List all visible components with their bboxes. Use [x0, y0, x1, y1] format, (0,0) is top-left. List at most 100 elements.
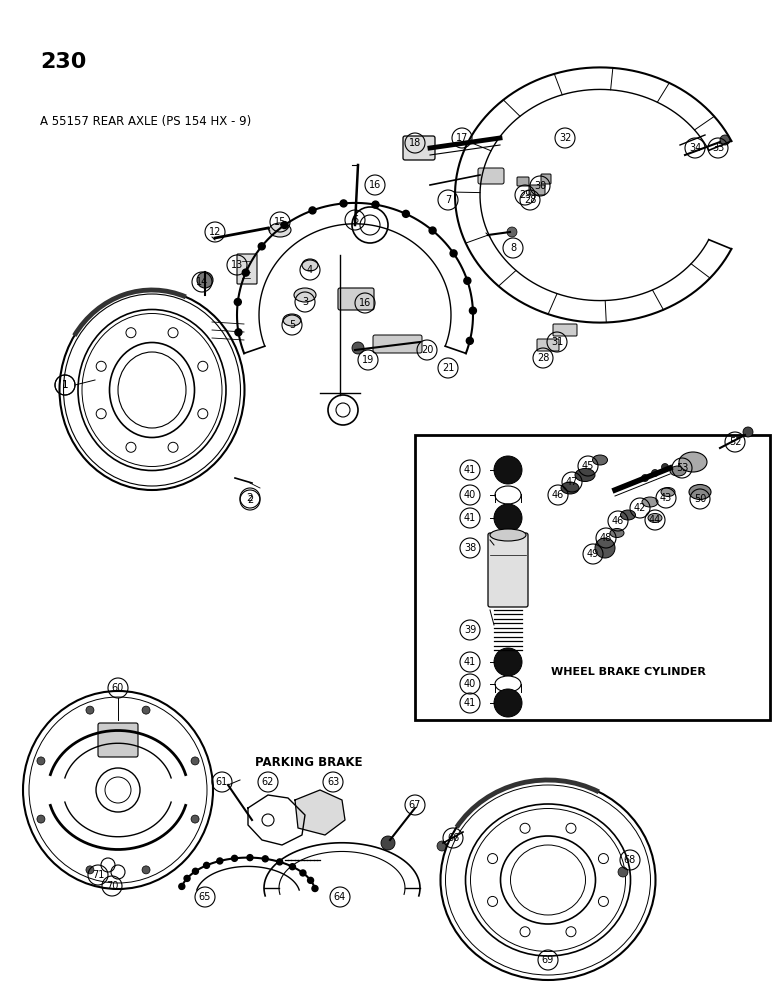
Ellipse shape — [495, 486, 521, 504]
Circle shape — [494, 648, 522, 676]
Circle shape — [247, 855, 253, 861]
Text: 71: 71 — [92, 870, 105, 880]
Text: 29: 29 — [519, 190, 531, 200]
Text: 53: 53 — [675, 463, 688, 473]
FancyBboxPatch shape — [338, 288, 374, 310]
Ellipse shape — [302, 259, 318, 271]
Text: 60: 60 — [112, 683, 124, 693]
Circle shape — [142, 866, 150, 874]
Circle shape — [258, 243, 265, 250]
Ellipse shape — [575, 468, 595, 482]
Circle shape — [217, 858, 223, 864]
Text: 68: 68 — [624, 855, 636, 865]
Circle shape — [494, 504, 522, 532]
Text: WHEEL BRAKE CYLINDER: WHEEL BRAKE CYLINDER — [551, 667, 705, 677]
Text: 70: 70 — [106, 881, 119, 891]
Circle shape — [595, 538, 615, 558]
Ellipse shape — [648, 514, 662, 522]
FancyBboxPatch shape — [98, 723, 138, 757]
Text: 5: 5 — [289, 320, 295, 330]
Text: 1: 1 — [62, 380, 69, 390]
FancyBboxPatch shape — [553, 324, 577, 336]
Text: PARKING BRAKE: PARKING BRAKE — [255, 756, 363, 768]
Circle shape — [352, 342, 364, 354]
Text: 31: 31 — [551, 337, 563, 347]
Text: 32: 32 — [558, 133, 571, 143]
Text: 69: 69 — [542, 955, 554, 965]
Text: 62: 62 — [262, 777, 275, 787]
Circle shape — [184, 875, 190, 881]
Text: 45: 45 — [582, 461, 594, 471]
Circle shape — [232, 855, 238, 861]
Text: 16: 16 — [359, 298, 371, 308]
Circle shape — [191, 757, 199, 765]
Circle shape — [340, 200, 347, 207]
Text: 64: 64 — [334, 892, 346, 902]
Ellipse shape — [689, 485, 711, 499]
Polygon shape — [295, 790, 345, 835]
Text: 14: 14 — [196, 277, 208, 287]
Circle shape — [277, 859, 282, 865]
Ellipse shape — [679, 452, 707, 472]
Text: 46: 46 — [552, 490, 564, 500]
Text: 49: 49 — [587, 549, 599, 559]
Ellipse shape — [621, 510, 636, 520]
Ellipse shape — [610, 528, 624, 538]
Circle shape — [235, 329, 242, 336]
Text: 41: 41 — [464, 698, 476, 708]
Circle shape — [262, 856, 268, 862]
Circle shape — [234, 298, 241, 305]
Text: 67: 67 — [409, 800, 421, 810]
Circle shape — [743, 427, 753, 437]
Text: 230: 230 — [40, 52, 87, 72]
FancyBboxPatch shape — [237, 254, 257, 284]
Text: 50: 50 — [694, 494, 706, 504]
Text: 19: 19 — [362, 355, 374, 365]
Circle shape — [309, 207, 316, 214]
Text: 4: 4 — [307, 265, 313, 275]
Text: 2: 2 — [247, 495, 254, 505]
Ellipse shape — [670, 466, 686, 476]
Circle shape — [402, 210, 410, 217]
FancyBboxPatch shape — [537, 339, 559, 351]
Text: 6: 6 — [352, 215, 358, 225]
FancyBboxPatch shape — [529, 185, 545, 195]
Text: 41: 41 — [464, 465, 476, 475]
Text: 40: 40 — [464, 679, 476, 689]
Text: 12: 12 — [209, 227, 222, 237]
Text: 15: 15 — [274, 217, 286, 227]
Text: 52: 52 — [729, 437, 741, 447]
Text: 41: 41 — [464, 513, 476, 523]
Text: 7: 7 — [445, 195, 451, 205]
Circle shape — [312, 886, 318, 892]
Text: 41: 41 — [464, 657, 476, 667]
Circle shape — [372, 201, 379, 208]
Ellipse shape — [561, 482, 579, 494]
Text: 3: 3 — [302, 297, 308, 307]
Circle shape — [289, 864, 296, 870]
Circle shape — [179, 883, 185, 889]
Text: 65: 65 — [199, 892, 211, 902]
Circle shape — [204, 862, 210, 868]
Text: 47: 47 — [566, 477, 578, 487]
Text: 42: 42 — [634, 503, 646, 513]
Circle shape — [300, 870, 306, 876]
Text: 21: 21 — [441, 363, 454, 373]
Circle shape — [243, 269, 250, 276]
FancyBboxPatch shape — [478, 168, 504, 184]
Circle shape — [86, 706, 94, 714]
Bar — [415, 435, 770, 720]
Ellipse shape — [294, 288, 316, 302]
Circle shape — [450, 250, 457, 257]
Circle shape — [661, 464, 668, 471]
Circle shape — [618, 867, 628, 877]
Text: 38: 38 — [464, 543, 476, 553]
Text: 63: 63 — [327, 777, 339, 787]
Circle shape — [464, 277, 471, 284]
Text: 46: 46 — [612, 516, 624, 526]
Ellipse shape — [269, 223, 291, 237]
FancyBboxPatch shape — [488, 533, 528, 607]
Ellipse shape — [490, 529, 526, 541]
FancyBboxPatch shape — [517, 177, 529, 186]
Text: 18: 18 — [409, 138, 421, 148]
